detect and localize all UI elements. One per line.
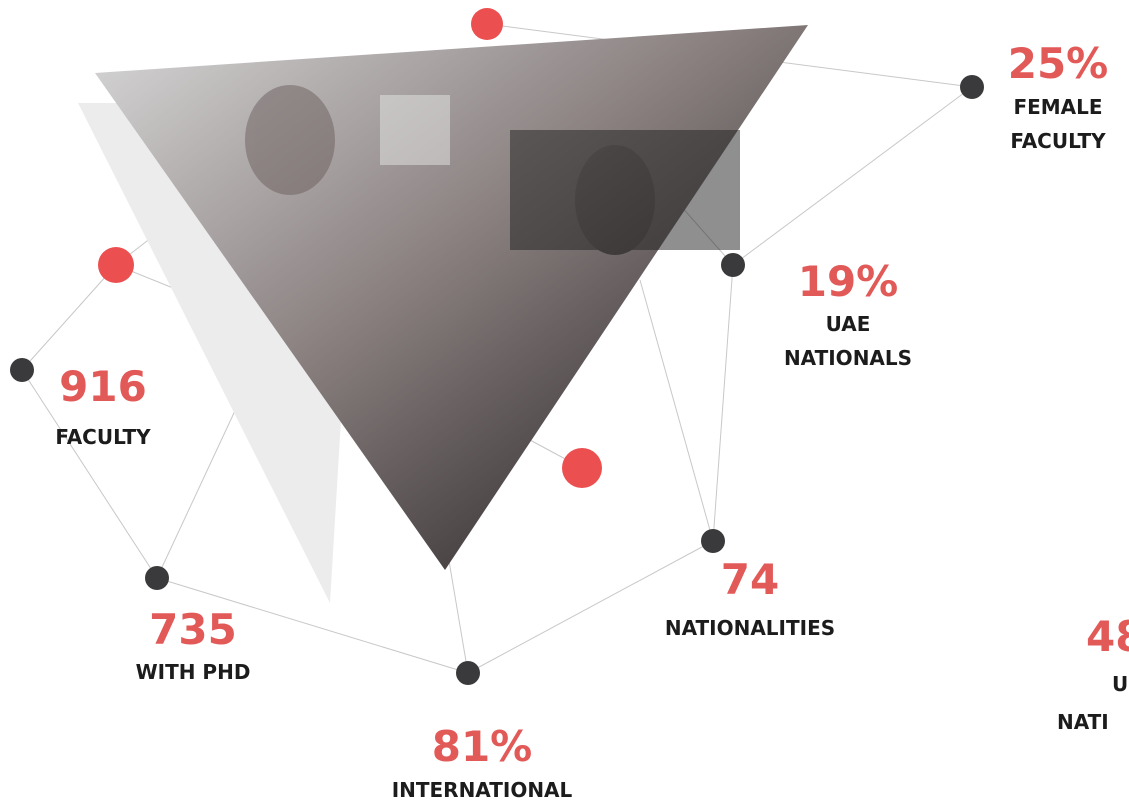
infographic: 25% FEMALE FACULTY 19% UAE NATIONALS 916 FACULT… [0,0,1129,805]
stat-label: WITH PHD [136,660,251,684]
stat-value: 916 [59,362,147,411]
stat-label: FACULTY [1010,129,1106,153]
stat-value: 19% [798,257,899,306]
stat-value: 81% [432,722,533,771]
stat-label: UAE [826,312,871,336]
stat-value: 48 [1086,612,1129,661]
stat-label: FACULTY [55,425,151,449]
stat-label: U [1112,672,1128,696]
stat-value: 735 [149,605,237,654]
stat-label: NATI [1057,710,1109,734]
stat-label: NATIONALITIES [665,616,835,640]
stat-label: INTERNATIONAL [392,778,573,802]
stat-value: 25% [1008,39,1109,88]
stat-label: NATIONALS [784,346,912,370]
stat-label: FEMALE [1013,95,1102,119]
stat-value: 74 [721,555,779,604]
